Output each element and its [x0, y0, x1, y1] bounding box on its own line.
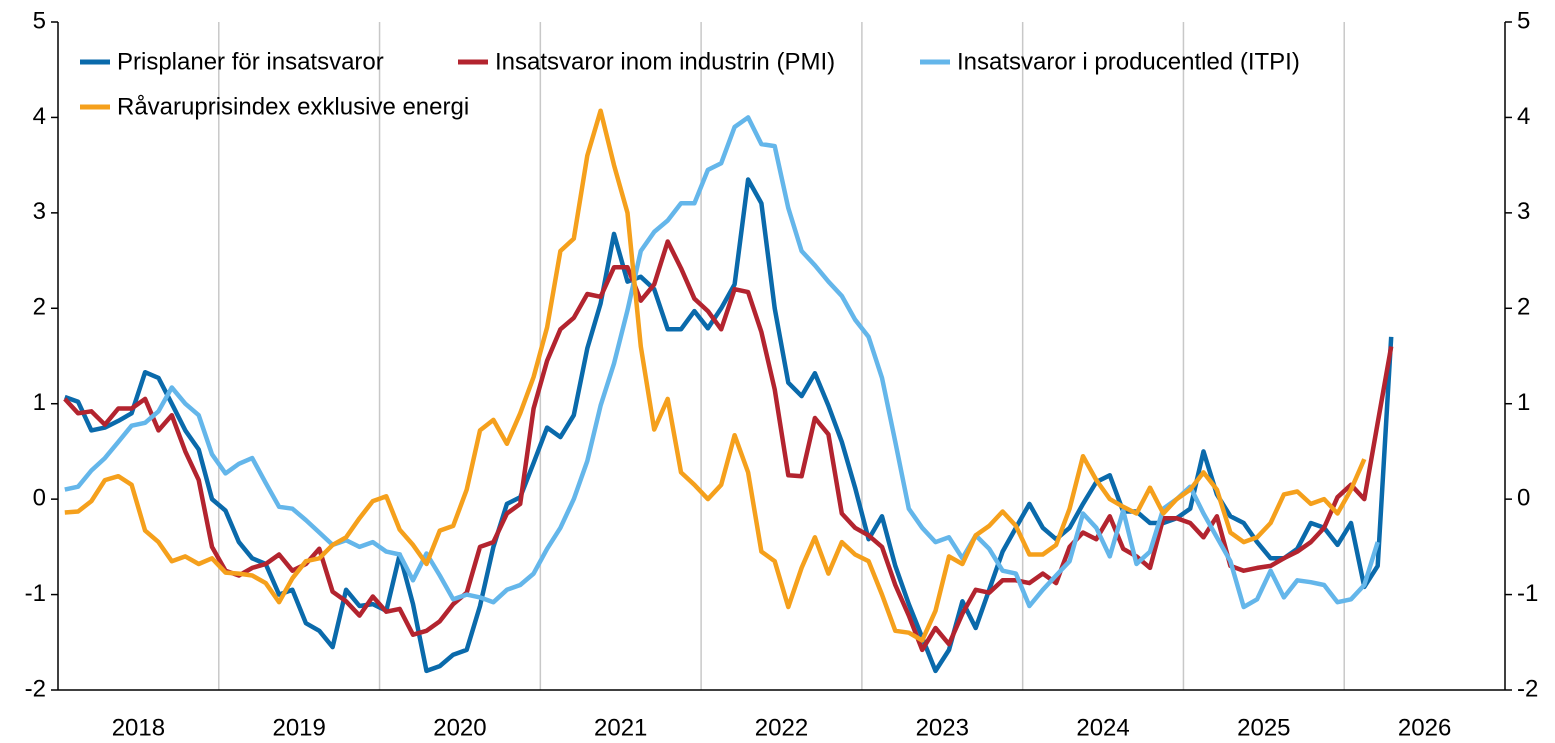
x-tick-label: 2018	[112, 714, 165, 741]
x-tick-label: 2020	[433, 714, 486, 741]
legend-label: Insatsvaror inom industrin (PMI)	[495, 48, 835, 75]
y-tick-label: 1	[33, 389, 46, 416]
y2-tick-label: -1	[1517, 580, 1538, 607]
y-tick-label: 5	[33, 7, 46, 34]
x-tick-label: 2019	[272, 714, 325, 741]
y2-tick-label: -2	[1517, 675, 1538, 702]
x-tick-label: 2021	[594, 714, 647, 741]
x-tick-label: 2024	[1076, 714, 1129, 741]
y-tick-label: 2	[33, 294, 46, 321]
y2-tick-label: 3	[1517, 198, 1530, 225]
series-line	[64, 177, 1394, 674]
series-line	[63, 239, 1394, 653]
y-tick-label: 0	[33, 484, 46, 511]
series-line	[64, 108, 1367, 643]
y-tick-label: -1	[25, 580, 46, 607]
y2-tick-label: 2	[1517, 294, 1530, 321]
legend-label: Insatsvaror i producentled (ITPI)	[957, 48, 1300, 75]
x-tick-label: 2026	[1398, 714, 1451, 741]
legend-label: Prisplaner för insatsvaror	[117, 48, 384, 75]
y2-tick-label: 1	[1517, 389, 1530, 416]
x-tick-label: 2023	[916, 714, 969, 741]
y2-tick-label: 0	[1517, 484, 1530, 511]
y-tick-label: -2	[25, 675, 46, 702]
y-tick-label: 4	[33, 103, 46, 130]
y2-tick-label: 4	[1517, 103, 1530, 130]
x-tick-label: 2022	[755, 714, 808, 741]
x-tick-label: 2025	[1237, 714, 1290, 741]
legend-label: Råvaruprisindex exklusive energi	[117, 93, 469, 120]
y2-tick-label: 5	[1517, 7, 1530, 34]
y-tick-label: 3	[33, 198, 46, 225]
series-line	[64, 115, 1380, 610]
